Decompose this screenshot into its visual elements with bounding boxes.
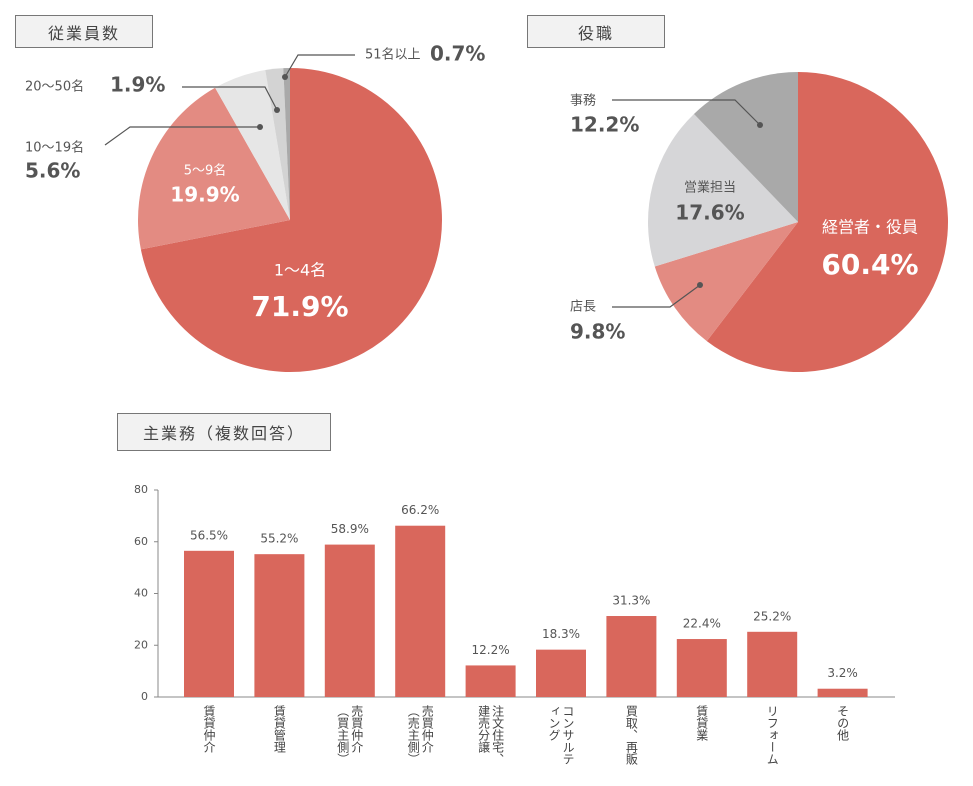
y-tick-label: 20 (134, 638, 148, 651)
pie-slice (283, 68, 290, 220)
slice-value: 0.7% (430, 42, 485, 66)
x-tick-label: リフォーム (765, 705, 780, 765)
slice-value: 19.9% (170, 183, 239, 207)
value-label: 12.2% (472, 643, 510, 657)
leader-dot (697, 282, 703, 288)
leader-dot (757, 122, 763, 128)
bar (606, 616, 657, 697)
slice-name: 経営者・役員 (822, 218, 918, 237)
value-label: 25.2% (753, 609, 791, 623)
x-tick-label: その他 (835, 705, 850, 741)
x-tick-label: 賃貸業 (694, 705, 709, 741)
slice-name: 5〜9名 (184, 163, 227, 179)
bar (817, 688, 868, 697)
y-tick-label: 0 (141, 690, 148, 703)
value-label: 3.2% (827, 666, 858, 680)
bar (676, 639, 727, 697)
bar (465, 665, 516, 697)
slice-value: 1.9% (110, 73, 165, 97)
leader-line (104, 126, 260, 146)
pie-slice (654, 222, 798, 342)
leader-line (612, 99, 761, 126)
slice-value: 12.2% (570, 113, 639, 137)
bar (324, 544, 375, 697)
y-tick-label: 60 (134, 535, 148, 548)
leader-dot (282, 74, 288, 80)
value-label: 22.4% (683, 617, 721, 631)
leader-line (182, 86, 278, 111)
value-label: 31.3% (612, 594, 650, 608)
y-tick-label: 80 (134, 483, 148, 496)
x-tick-label: 賃貸仲介 (202, 705, 216, 753)
value-label: 18.3% (542, 627, 580, 641)
leader-line (612, 284, 701, 308)
x-tick-label: 売買仲介（売主側） (406, 705, 435, 765)
value-label: 66.2% (401, 503, 439, 517)
slice-name: 店長 (570, 300, 596, 315)
bar (395, 525, 446, 697)
x-tick-label: コンサルティング (547, 705, 575, 765)
leader-line (284, 54, 355, 78)
slice-name: 20〜50名 (25, 79, 84, 95)
section-title: 従業員数 (15, 15, 153, 48)
section-title: 主業務（複数回答） (117, 413, 331, 451)
pie-slice (693, 72, 798, 222)
slice-value: 71.9% (251, 290, 348, 323)
pie-slice (706, 72, 949, 372)
bar (536, 649, 586, 697)
leader-dot (257, 124, 263, 130)
section-title: 役職 (527, 15, 665, 48)
bar (747, 631, 798, 697)
slice-name: 10〜19名 (25, 140, 84, 156)
x-tick-label: 賃貸管理 (272, 705, 287, 753)
pie-slice (137, 87, 290, 250)
slice-name: 事務 (570, 94, 596, 109)
slice-name: 1〜4名 (274, 261, 326, 280)
x-tick-label: 買取、再販 (624, 705, 639, 765)
leader-dot (274, 107, 280, 113)
slice-value: 60.4% (821, 248, 918, 281)
slice-name: 51名以上 (365, 47, 421, 63)
value-label: 56.5% (190, 528, 228, 542)
slice-name: 営業担当 (684, 180, 736, 196)
bar (254, 554, 305, 697)
bar (184, 550, 234, 697)
y-tick-label: 40 (134, 587, 148, 600)
pie-slice (265, 68, 290, 220)
x-tick-label: 売買仲介（買主側） (335, 705, 364, 765)
slice-value: 17.6% (675, 201, 744, 225)
x-tick-label: 注文住宅、建売分譲 (476, 705, 505, 765)
slice-value: 5.6% (25, 159, 80, 183)
value-label: 55.2% (260, 532, 298, 546)
pie-slice (647, 113, 798, 267)
pie-slice (215, 70, 290, 220)
slice-value: 9.8% (570, 320, 625, 344)
pie-slice (140, 68, 442, 372)
value-label: 58.9% (331, 522, 369, 536)
